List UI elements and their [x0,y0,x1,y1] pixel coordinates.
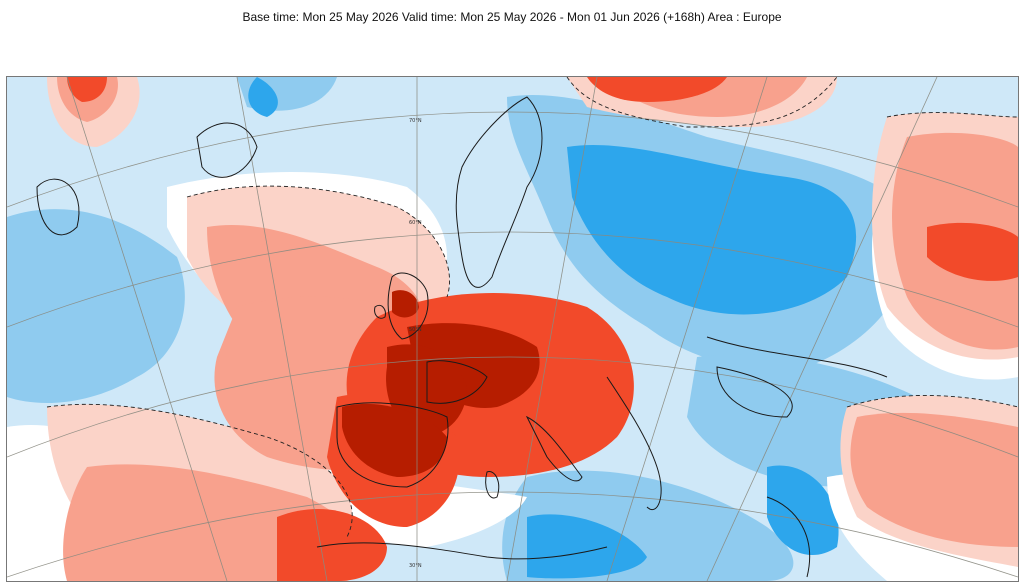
lat-label-70: 70°N [409,118,422,124]
cold-anomaly-layer [7,77,928,581]
anomaly-map[interactable]: 70°N 60°N 50°N 30°N [6,76,1019,582]
coastlines [36,96,888,578]
latitude-labels: 70°N 60°N 50°N 30°N [409,118,422,569]
graticule [7,77,1018,581]
contour-lines [46,77,1018,538]
anomaly-map-canvas: 70°N 60°N 50°N 30°N [7,77,1018,581]
lat-label-30: 30°N [409,563,422,569]
lat-label-50: 50°N [409,327,422,333]
map-title: Base time: Mon 25 May 2026 Valid time: M… [242,10,782,24]
lat-label-60: 60°N [409,220,422,226]
